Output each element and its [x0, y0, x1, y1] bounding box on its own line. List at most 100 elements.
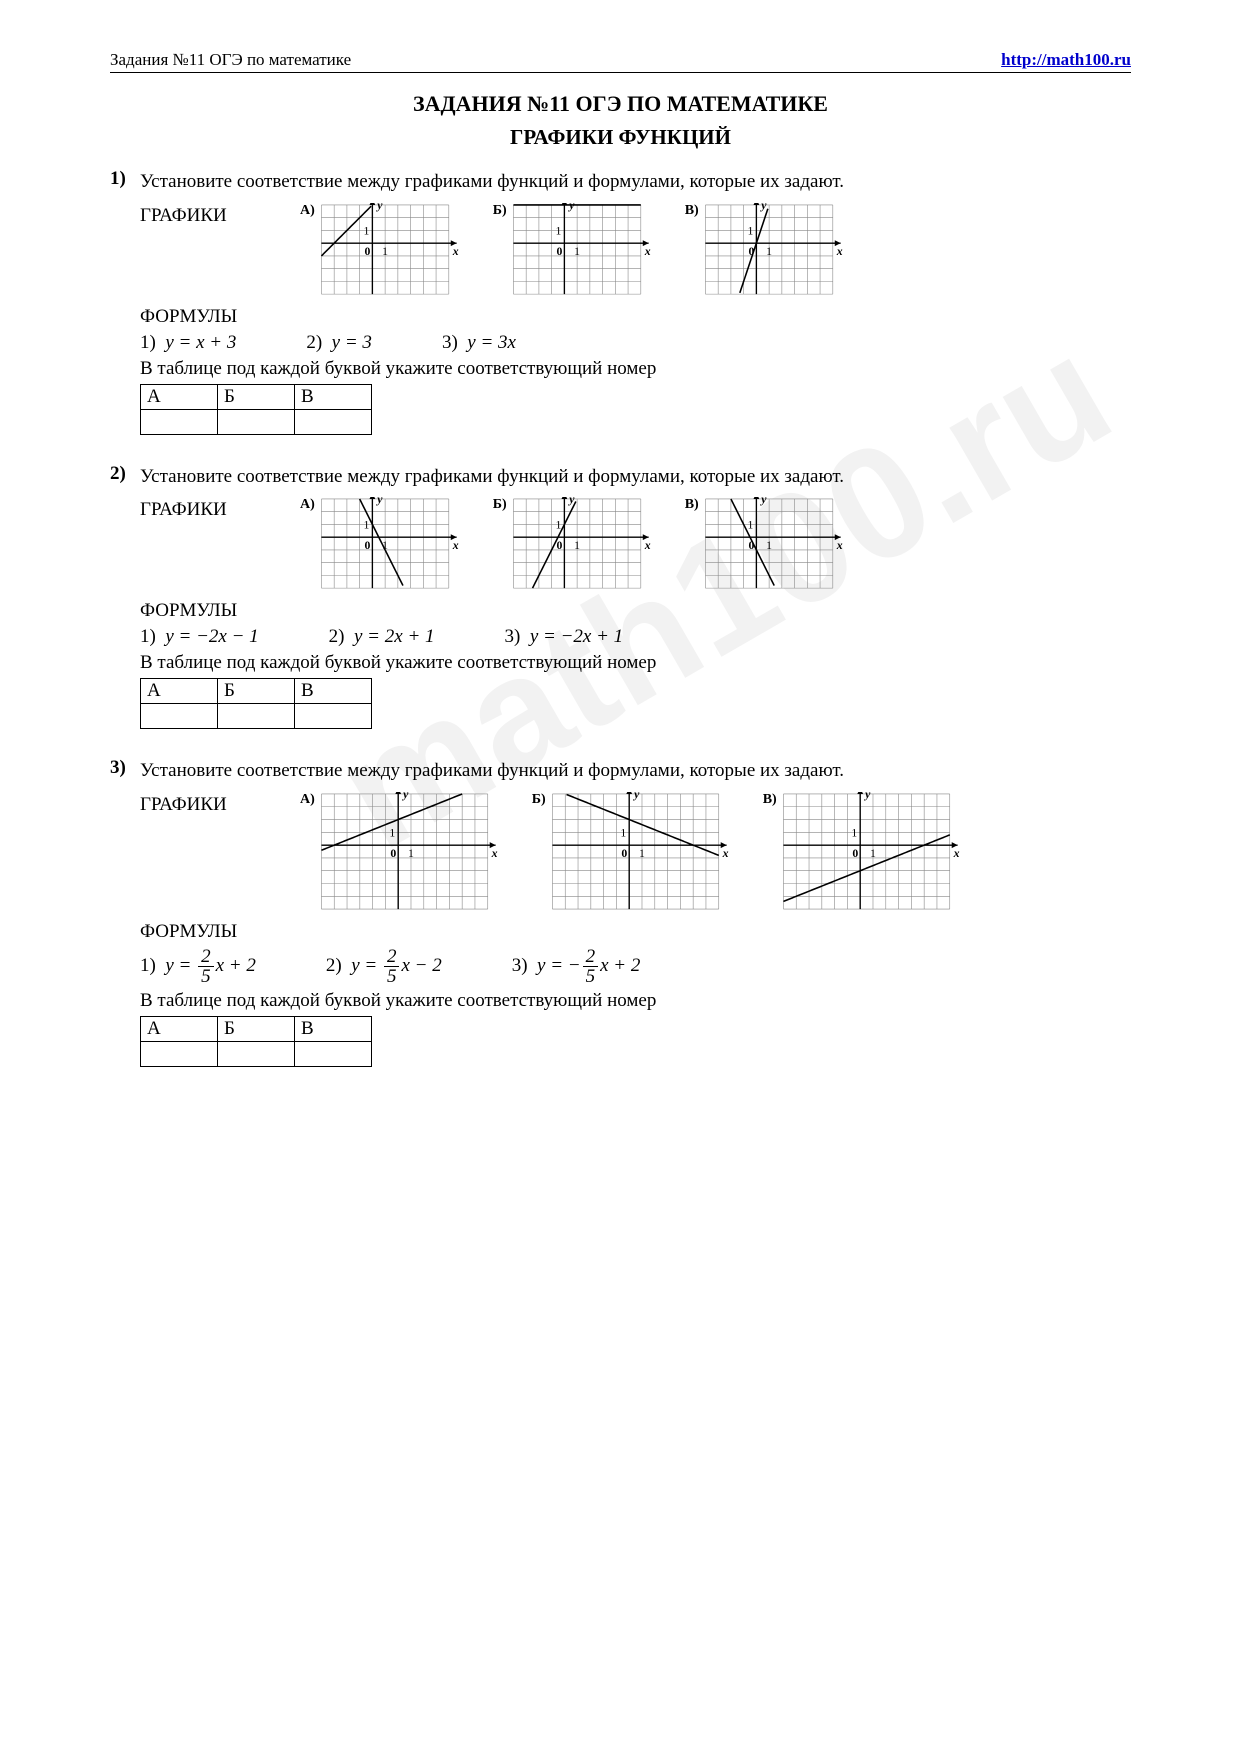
graph-tag: Б) — [493, 497, 507, 513]
svg-text:1: 1 — [382, 244, 388, 257]
problem-prompt: Установите соответствие между графиками … — [140, 757, 1131, 786]
graph-tag: В) — [685, 497, 699, 513]
svg-text:x: x — [952, 845, 959, 859]
graph-tag: А) — [300, 792, 315, 808]
answer-input-cell[interactable] — [141, 704, 218, 729]
svg-text:1: 1 — [555, 518, 561, 531]
svg-text:y: y — [375, 497, 383, 506]
svg-text:1: 1 — [574, 539, 580, 552]
svg-text:0: 0 — [364, 244, 370, 257]
svg-text:1: 1 — [851, 825, 857, 839]
svg-text:1: 1 — [408, 845, 414, 859]
svg-text:x: x — [721, 845, 728, 859]
graph-item: А)011xy — [300, 497, 463, 594]
graph-tag: Б) — [493, 203, 507, 219]
svg-text:1: 1 — [555, 224, 561, 237]
problem: 2)Установите соответствие между графикам… — [110, 463, 1131, 746]
graph-plot: 011xy — [319, 497, 463, 594]
svg-text:1: 1 — [747, 224, 753, 237]
svg-text:1: 1 — [870, 845, 876, 859]
answer-table: АБВ — [140, 1016, 372, 1067]
svg-text:y: y — [401, 792, 409, 801]
answer-table: АБВ — [140, 384, 372, 435]
problem-number: 2) — [110, 463, 140, 485]
graphs-label: ГРАФИКИ — [140, 792, 270, 816]
graph-plot: 011xy — [550, 792, 733, 915]
graph-plot: 011xy — [703, 203, 847, 300]
problem-body: Установите соответствие между графиками … — [140, 757, 1131, 1083]
problem-prompt: Установите соответствие между графиками … — [140, 463, 1131, 492]
answer-input-cell[interactable] — [141, 409, 218, 434]
table-instruction: В таблице под каждой буквой укажите соот… — [140, 652, 1131, 674]
graphs-row: ГРАФИКИА)011xyБ)011xyВ)011xy — [140, 792, 1131, 915]
svg-text:0: 0 — [390, 845, 396, 859]
graph-tag: Б) — [532, 792, 546, 808]
graph-plot: 011xy — [511, 203, 655, 300]
formulas-label: ФОРМУЛЫ — [140, 921, 1131, 943]
formula: 3) y = −25x + 2 — [512, 947, 641, 986]
svg-text:y: y — [759, 497, 767, 506]
problem-body: Установите соответствие между графиками … — [140, 463, 1131, 746]
graph-plot: 011xy — [511, 497, 655, 594]
graphs-label: ГРАФИКИ — [140, 497, 270, 521]
graph-item: А)011xy — [300, 792, 502, 915]
page-title: ЗАДАНИЯ №11 ОГЭ ПО МАТЕМАТИКЕ — [110, 91, 1131, 117]
formula: 1) y = −2x − 1 — [140, 626, 259, 648]
svg-text:1: 1 — [766, 539, 772, 552]
graph-item: В)011xy — [685, 497, 847, 594]
svg-text:1: 1 — [363, 224, 369, 237]
answer-header-cell: А — [141, 384, 218, 409]
svg-text:0: 0 — [556, 539, 562, 552]
graph-tag: В) — [763, 792, 777, 808]
graphs-row: ГРАФИКИА)011xyБ)011xyВ)011xy — [140, 203, 1131, 300]
formulas-row: 1) y = −2x − 12) y = 2x + 13) y = −2x + … — [140, 626, 1131, 648]
answer-input-cell[interactable] — [218, 1041, 295, 1066]
svg-text:1: 1 — [747, 518, 753, 531]
problem-number: 3) — [110, 757, 140, 779]
graph-tag: А) — [300, 203, 315, 219]
answer-header-cell: В — [295, 679, 372, 704]
svg-text:1: 1 — [620, 825, 626, 839]
graph-item: А)011xy — [300, 203, 463, 300]
svg-text:1: 1 — [363, 518, 369, 531]
svg-text:x: x — [490, 845, 497, 859]
header-link[interactable]: http://math100.ru — [1001, 50, 1131, 70]
graph-item: В)011xy — [685, 203, 847, 300]
answer-header-cell: Б — [218, 1016, 295, 1041]
problem-body: Установите соответствие между графиками … — [140, 168, 1131, 451]
answer-input-cell[interactable] — [218, 409, 295, 434]
answer-input-cell[interactable] — [218, 704, 295, 729]
graph-item: Б)011xy — [493, 203, 655, 300]
problem: 1)Установите соответствие между графикам… — [110, 168, 1131, 451]
svg-text:x: x — [835, 539, 842, 552]
svg-text:0: 0 — [556, 244, 562, 257]
svg-text:x: x — [643, 244, 650, 257]
answer-input-cell[interactable] — [295, 409, 372, 434]
answer-header-cell: Б — [218, 384, 295, 409]
graph-tag: В) — [685, 203, 699, 219]
graph-plot: 011xy — [319, 203, 463, 300]
svg-text:x: x — [835, 244, 842, 257]
answer-header-cell: Б — [218, 679, 295, 704]
svg-text:x: x — [643, 539, 650, 552]
formula: 1) y = 25x + 2 — [140, 947, 256, 986]
graph-plot: 011xy — [781, 792, 964, 915]
answer-table: АБВ — [140, 678, 372, 729]
svg-text:x: x — [452, 539, 459, 552]
svg-text:1: 1 — [766, 244, 772, 257]
answer-input-cell[interactable] — [295, 704, 372, 729]
formula: 1) y = x + 3 — [140, 332, 236, 354]
table-instruction: В таблице под каждой буквой укажите соот… — [140, 990, 1131, 1012]
formula: 2) y = 3 — [306, 332, 372, 354]
answer-header-cell: А — [141, 1016, 218, 1041]
header-left-text: Задания №11 ОГЭ по математике — [110, 50, 351, 70]
svg-text:y: y — [375, 203, 383, 212]
problem: 3)Установите соответствие между графикам… — [110, 757, 1131, 1083]
formulas-row: 1) y = x + 32) y = 33) y = 3x — [140, 332, 1131, 354]
svg-text:y: y — [863, 792, 871, 801]
graph-plot: 011xy — [319, 792, 502, 915]
answer-input-cell[interactable] — [141, 1041, 218, 1066]
answer-input-cell[interactable] — [295, 1041, 372, 1066]
formulas-row: 1) y = 25x + 22) y = 25x − 23) y = −25x … — [140, 947, 1131, 986]
svg-text:1: 1 — [639, 845, 645, 859]
